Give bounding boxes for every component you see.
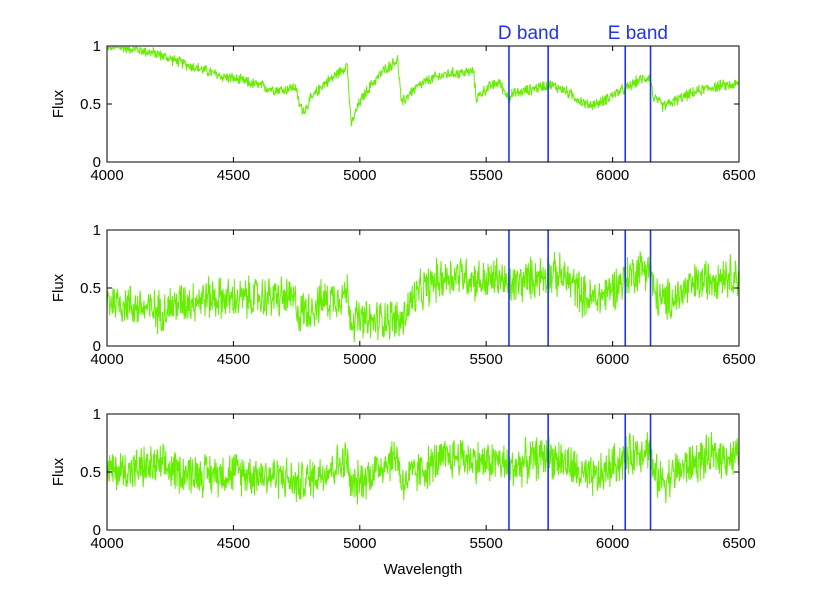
panel-2-xtick-label: 4500 bbox=[217, 351, 250, 368]
panel-2-xtick-label: 5000 bbox=[343, 351, 376, 368]
panel-3: Flux Wavelength 4000 4500 5000 5500 6000 6500… bbox=[50, 406, 756, 578]
panel-1-ytick-label: 1 bbox=[93, 38, 101, 55]
panel-2-xtick-label: 5500 bbox=[470, 351, 503, 368]
panel-1: Flux D band E band 4000 4500 5000 5500 6000 650… bbox=[50, 23, 756, 184]
panel-2-xtick-label: 6000 bbox=[596, 351, 629, 368]
panel-2-xtick-label: 4000 bbox=[90, 351, 123, 368]
panel-3-ytick-label: 0 bbox=[93, 522, 101, 539]
panel-2-ytick-label: 1 bbox=[93, 222, 101, 239]
panel-2-xtick-label: 6500 bbox=[722, 351, 755, 368]
panel-1-ytick-label: 0 bbox=[93, 154, 101, 171]
panel-3-xtick-label: 4000 bbox=[90, 535, 123, 552]
panel-1-xtick-label: 5500 bbox=[470, 167, 503, 184]
panel-1-xtick-label: 6000 bbox=[596, 167, 629, 184]
panel-3-ytick-label: 1 bbox=[93, 406, 101, 423]
panel-1-ylabel: Flux bbox=[50, 89, 67, 118]
panel-3-spectrum-line bbox=[106, 432, 740, 505]
panel-3-ylabel: Flux bbox=[50, 457, 67, 486]
panel-3-xtick-label: 5000 bbox=[343, 535, 376, 552]
panel-3-xtick-label: 6000 bbox=[596, 535, 629, 552]
panel-1-band-label-1: D band bbox=[498, 23, 559, 44]
panel-1-band-label-2: E band bbox=[608, 23, 668, 44]
panel-1-spectrum-line bbox=[107, 46, 740, 127]
panel-1-xtick-label: 4500 bbox=[217, 167, 250, 184]
panel-2-ytick-label: 0 bbox=[93, 338, 101, 355]
panel-1-xtick-label: 5000 bbox=[343, 167, 376, 184]
panel-2-ylabel: Flux bbox=[50, 273, 67, 302]
panel-2-spectrum-line bbox=[106, 251, 740, 343]
panel-1-ytick-label: 0.5 bbox=[80, 96, 101, 113]
panel-3-xlabel: Wavelength bbox=[384, 561, 463, 578]
panel-1-xtick-label: 6500 bbox=[722, 167, 755, 184]
panel-3-ytick-label: 0.5 bbox=[80, 464, 101, 481]
panel-3-xtick-label: 5500 bbox=[470, 535, 503, 552]
panel-3-xtick-label: 6500 bbox=[722, 535, 755, 552]
panel-2: Flux 4000 4500 5000 5500 6000 6500 0 0.5 1 bbox=[50, 222, 756, 368]
panel-3-xtick-label: 4500 bbox=[217, 535, 250, 552]
panel-2-ytick-label: 0.5 bbox=[80, 280, 101, 297]
panel-1-xtick-label: 4000 bbox=[90, 167, 123, 184]
